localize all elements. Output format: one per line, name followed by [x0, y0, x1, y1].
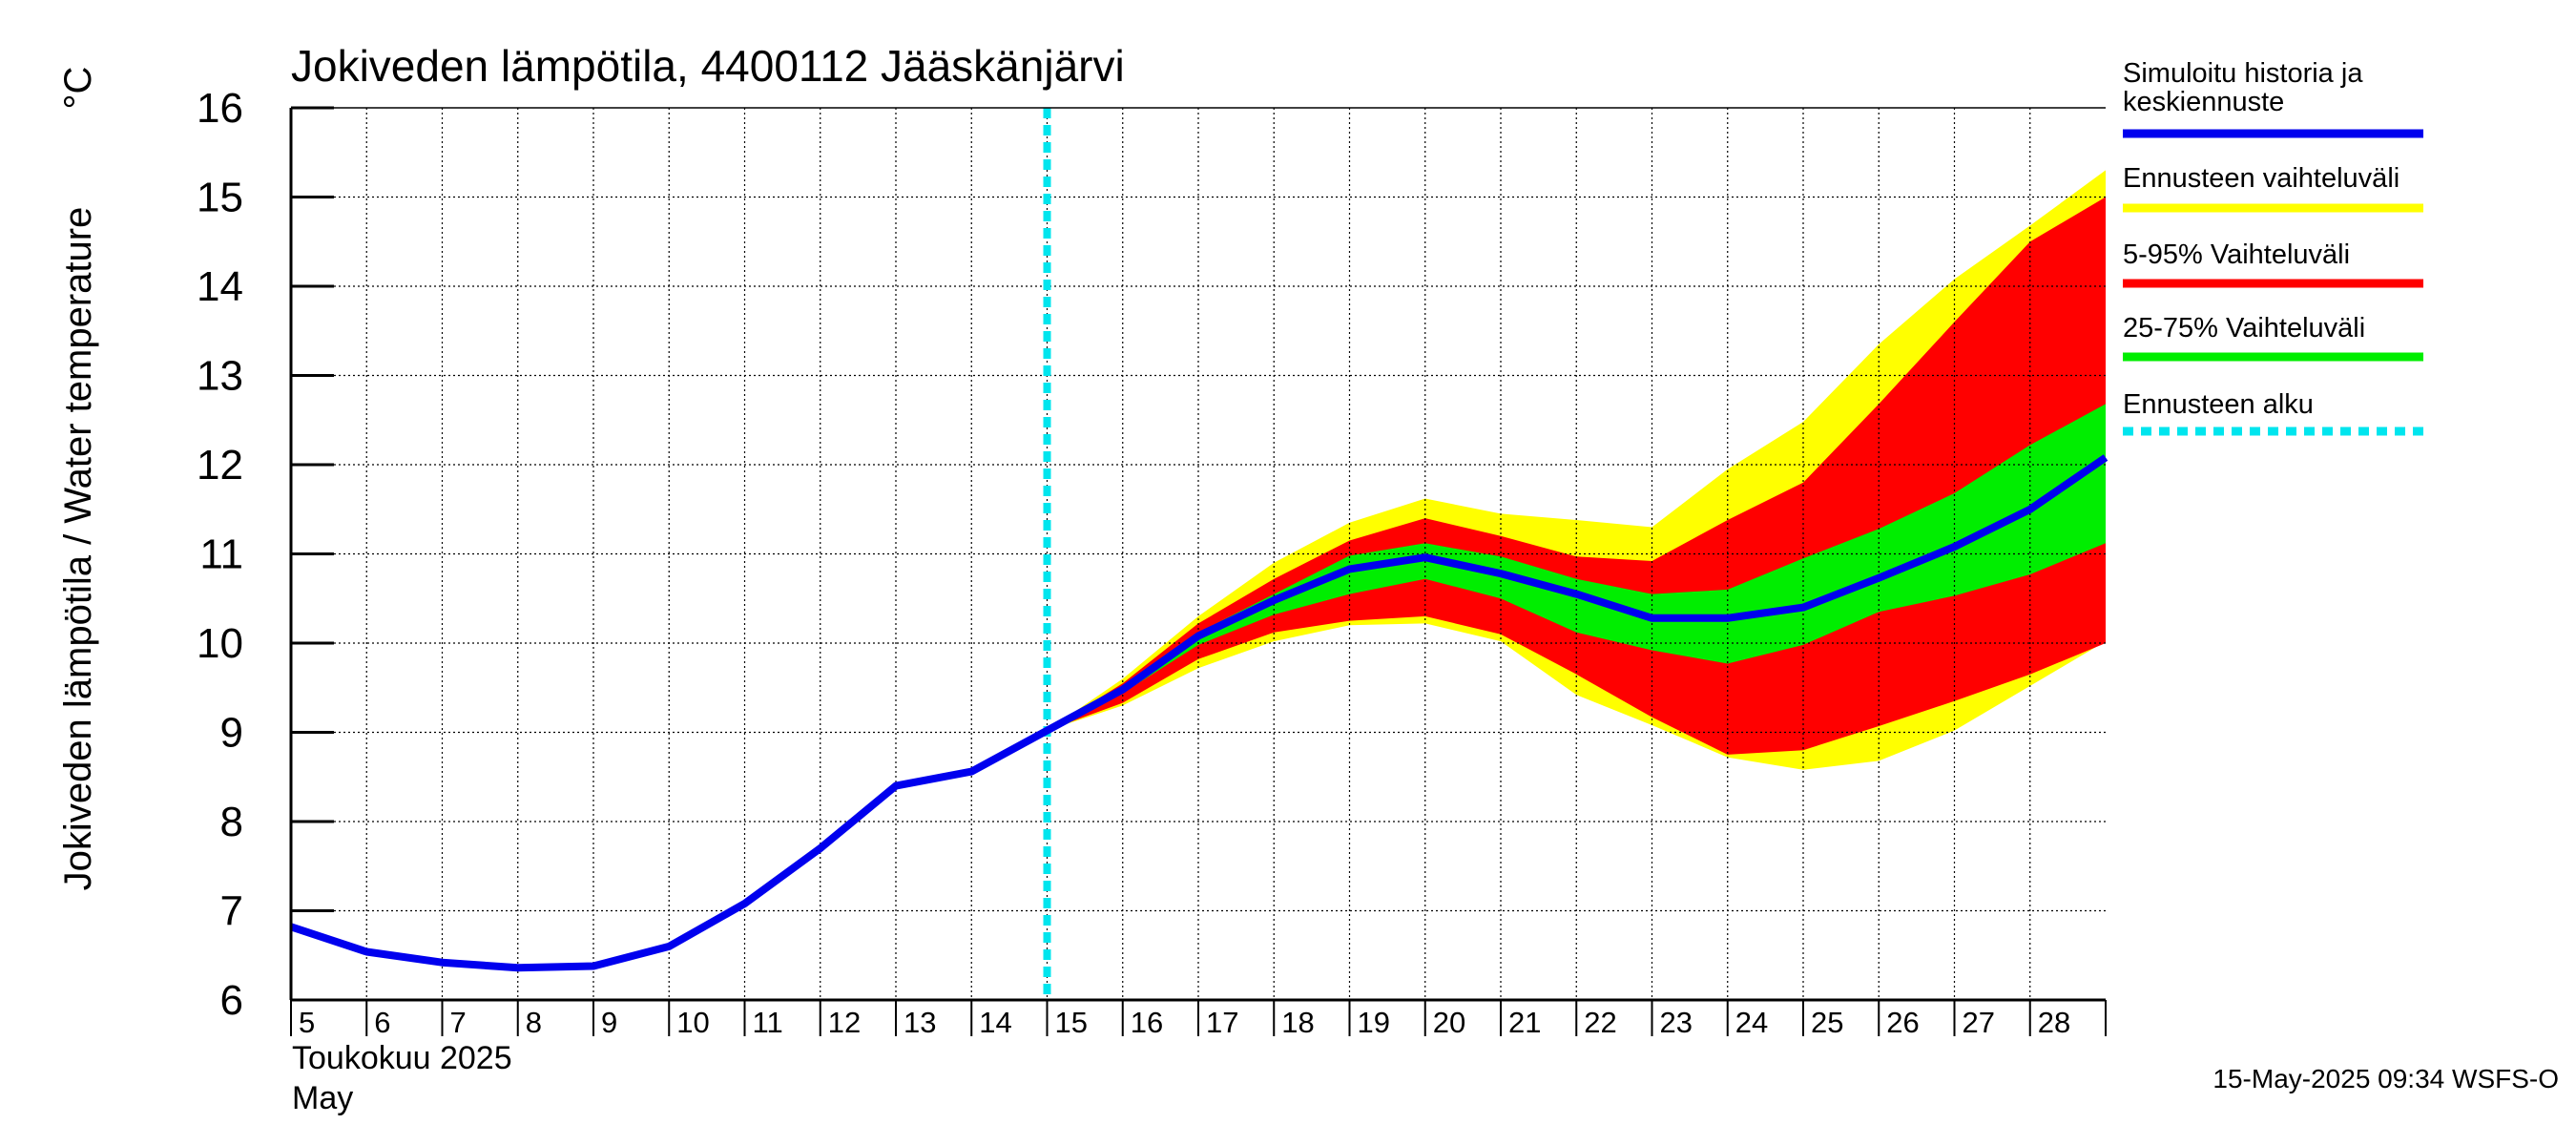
x-tick-label: 21: [1508, 1006, 1541, 1039]
x-tick-label: 23: [1660, 1006, 1693, 1039]
y-tick-label: 12: [197, 442, 243, 489]
month-label-en: May: [292, 1080, 353, 1116]
y-axis-label: Jokiveden lämpötila / Water temperature: [57, 207, 99, 891]
legend-25-75-label: 25-75% Vaihteluväli: [2123, 313, 2365, 344]
y-tick-label: 10: [197, 620, 243, 667]
x-tick-label: 8: [526, 1006, 542, 1039]
legend-full-range-label: Ennusteen vaihteluväli: [2123, 163, 2399, 194]
legend-forecast-start-label: Ennusteen alku: [2123, 389, 2314, 420]
x-tick-label: 14: [979, 1006, 1011, 1039]
x-tick-label: 24: [1735, 1006, 1768, 1039]
x-tick-label: 11: [753, 1006, 783, 1039]
x-tick-label: 9: [601, 1006, 617, 1039]
median-line-group: [289, 454, 2109, 972]
footer-timestamp: 15-May-2025 09:34 WSFS-O: [2212, 1064, 2559, 1093]
legend-5-95-label: 5-95% Vaihteluväli: [2123, 239, 2350, 270]
x-tick-label: 15: [1055, 1006, 1088, 1039]
x-tick-label: 19: [1358, 1006, 1390, 1039]
month-label-fi: Toukokuu 2025: [292, 1040, 512, 1076]
x-tick-label: 13: [904, 1006, 936, 1039]
legend-median-label: Simuloitu historia ja: [2123, 58, 2363, 89]
y-tick-label: 11: [199, 531, 243, 578]
x-tick-label: 26: [1886, 1006, 1919, 1039]
x-tick-label: 5: [299, 1006, 315, 1039]
grid-lines: [291, 108, 2106, 1000]
y-tick-label: 13: [197, 353, 243, 400]
x-tick-label: 25: [1811, 1006, 1843, 1039]
y-tick-label: 6: [220, 977, 243, 1024]
y-tick-label: 8: [220, 799, 243, 845]
forecast-bands: [1047, 170, 2106, 770]
y-tick-label: 9: [220, 710, 243, 757]
chart-title: Jokiveden lämpötila, 4400112 Jääskänjärv…: [291, 41, 1125, 91]
legend-median-label: keskiennuste: [2123, 87, 2284, 117]
median-line: [289, 454, 2109, 972]
x-tick-label: 27: [1963, 1006, 1995, 1039]
x-tick-label: 6: [374, 1006, 390, 1039]
x-tick-label: 28: [2038, 1006, 2070, 1039]
x-tick-label: 10: [676, 1006, 709, 1039]
y-axis-unit: °C: [57, 67, 99, 110]
y-tick-label: 16: [197, 85, 243, 132]
x-tick-label: 12: [828, 1006, 861, 1039]
y-tick-label: 14: [197, 263, 243, 310]
band-3: [1047, 404, 2106, 731]
y-tick-label: 15: [197, 175, 243, 221]
x-tick-label: 18: [1281, 1006, 1314, 1039]
x-tick-labels: 5 6 7 8 9 10 11 12 13 14 15 16 17 18 19 20 21 22 23 24 25 26 2…: [290, 1000, 2107, 1039]
y-tick-label: 7: [220, 888, 243, 935]
x-tick-label: 20: [1433, 1006, 1465, 1039]
y-tick-labels: 6 7 8 9 10 11 12 13 14 15 16: [197, 85, 334, 1024]
x-tick-label: 7: [450, 1006, 467, 1039]
x-tick-label: 16: [1131, 1006, 1163, 1039]
x-tick-label: 22: [1584, 1006, 1616, 1039]
x-tick-label: 17: [1206, 1006, 1238, 1039]
